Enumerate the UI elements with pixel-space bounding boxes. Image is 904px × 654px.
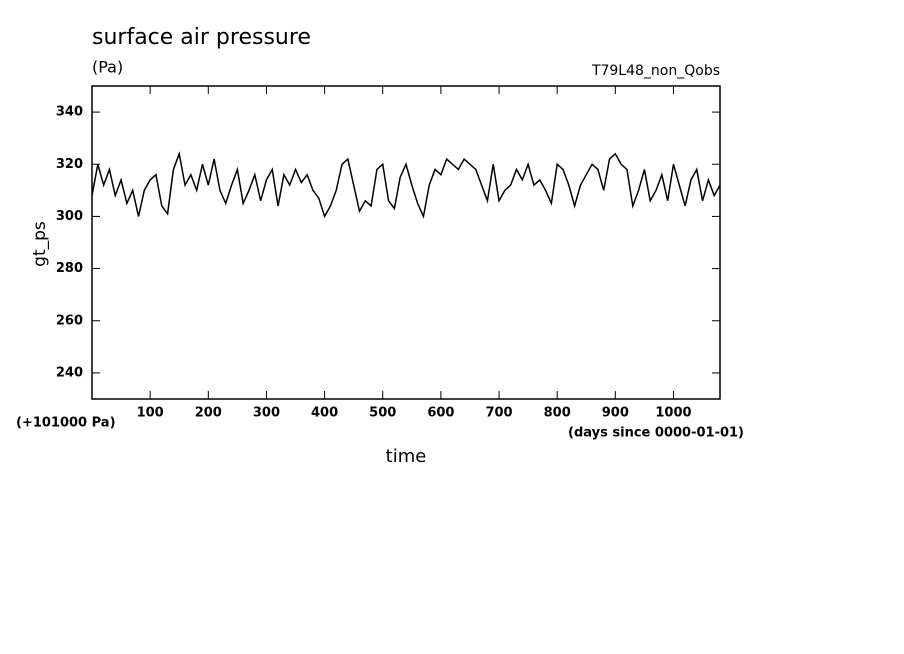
y-tick-label: 260 [56, 313, 83, 328]
y-tick-label: 320 [56, 157, 83, 172]
plot-frame [91, 85, 721, 400]
y-tick-label: 280 [56, 261, 83, 276]
x-tick-label: 900 [602, 406, 629, 421]
chart-title: surface air pressure [92, 25, 311, 50]
x-tick-label: 700 [485, 406, 512, 421]
x-tick-label: 100 [137, 406, 164, 421]
y-tick-label: 340 [56, 105, 83, 120]
chart-subtitle: (Pa) [92, 58, 123, 77]
x-tick-label: 200 [195, 406, 222, 421]
x-units-label: (days since 0000-01-01) [568, 426, 744, 441]
y-tick-label: 240 [56, 365, 83, 380]
y-tick-label: 300 [56, 209, 83, 224]
x-tick-label: 500 [369, 406, 396, 421]
x-tick-label: 600 [427, 406, 454, 421]
annotation: T79L48_non_Qobs [591, 63, 720, 79]
x-tick-label: 800 [544, 406, 571, 421]
x-tick-label: 400 [311, 406, 338, 421]
y-axis-label: gt_ps [30, 221, 50, 267]
x-tick-label: 300 [253, 406, 280, 421]
x-tick-label: 1000 [655, 406, 691, 421]
y-offset-label: (+101000 Pa) [16, 416, 116, 431]
data-line [91, 151, 721, 219]
x-axis-label: time [386, 446, 427, 467]
